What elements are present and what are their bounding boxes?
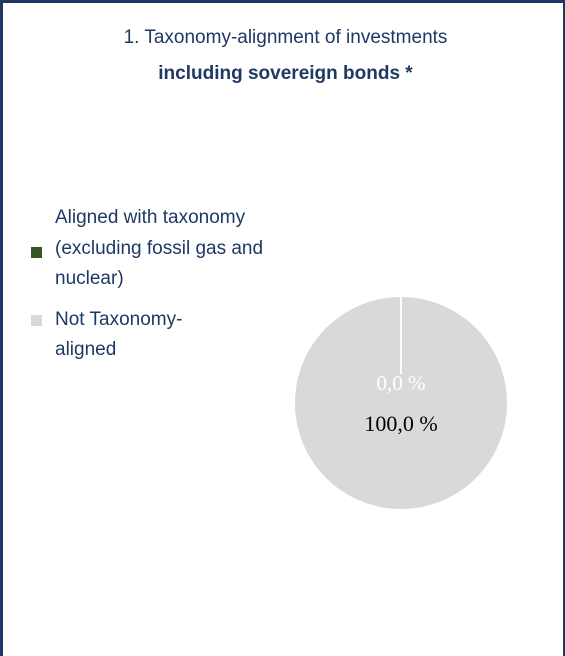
legend-swatch-aligned [31, 247, 42, 258]
data-label-not-aligned: 100,0 % [364, 411, 437, 436]
legend-item-aligned: Aligned with taxonomy (excluding fossil … [31, 203, 291, 295]
legend-label-aligned: Aligned with taxonomy (excluding fossil … [55, 207, 264, 289]
legend: Aligned with taxonomy (excluding fossil … [31, 203, 291, 376]
pie-chart: 0,0 % 100,0 % [295, 297, 507, 509]
legend-swatch-not-aligned [31, 314, 42, 326]
data-label-aligned: 0,0 % [377, 371, 426, 395]
legend-item-not-aligned: Not Taxonomy-aligned [31, 305, 291, 366]
chart-title: 1. Taxonomy-alignment of investments [123, 27, 448, 48]
chart-subtitle: including sovereign bonds * [158, 63, 413, 84]
pie-slice-not-aligned [295, 297, 507, 509]
legend-label-not-aligned: Not Taxonomy-aligned [55, 308, 183, 361]
